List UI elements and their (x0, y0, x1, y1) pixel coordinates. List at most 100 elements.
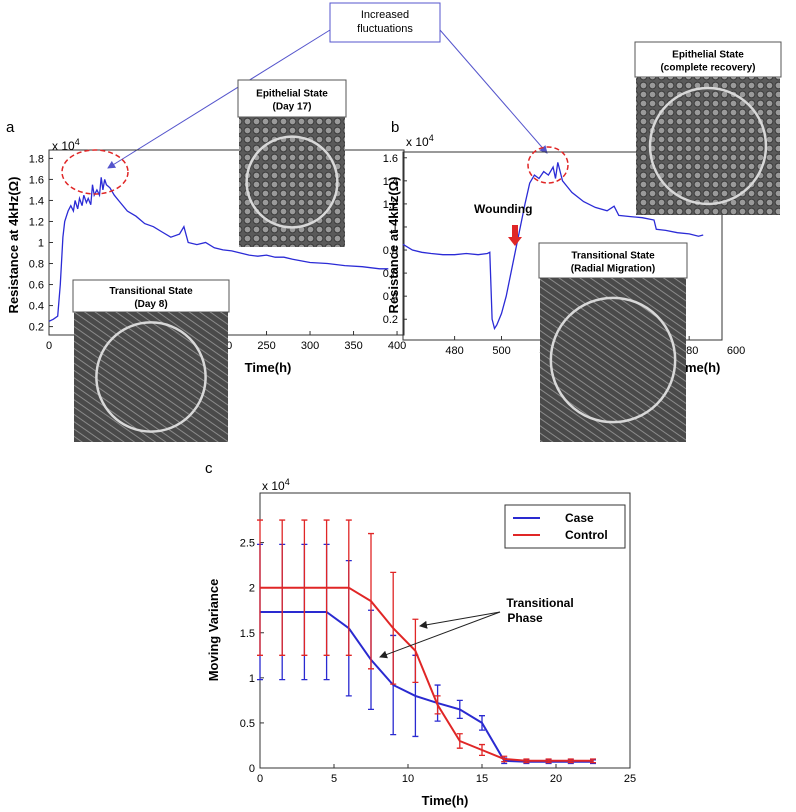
y-tick-label: 0 (249, 763, 255, 775)
inset-caption: (Radial Migration) (571, 264, 655, 275)
y-axis-label: Moving Variance (206, 579, 221, 682)
y-tick-label: 1.8 (29, 153, 44, 165)
annotation: Phase (507, 611, 543, 625)
inset-caption: (Day 8) (134, 299, 167, 310)
y-tick-label: 0.8 (29, 259, 44, 271)
y-tick-label: 1 (249, 673, 255, 685)
x-tick-label: 250 (257, 340, 275, 352)
y-multiplier: x 104 (52, 137, 80, 153)
error-bar (456, 699, 463, 720)
error-bar (501, 755, 508, 763)
legend-label: Case (565, 511, 594, 525)
error-bar (567, 758, 574, 764)
error-bar (412, 618, 419, 683)
error-bar (301, 519, 308, 656)
data-line (402, 162, 704, 331)
caption-box (634, 41, 782, 78)
error-bar (590, 758, 596, 764)
panel-label: b (391, 119, 399, 136)
y-tick-label: 0.8 (383, 245, 398, 257)
wound-arrow (508, 225, 522, 246)
x-tick-label: 300 (301, 340, 319, 352)
x-tick-label: 0 (46, 340, 52, 352)
y-tick-label: 0.5 (240, 718, 255, 730)
y-tick-label: 1.4 (383, 176, 398, 188)
x-tick-label: 350 (344, 340, 362, 352)
y-tick-label: 2.5 (240, 538, 255, 550)
inset-caption: (complete recovery) (660, 63, 755, 74)
y-tick-label: 1.5 (240, 628, 255, 640)
y-tick-label: 1.2 (383, 199, 398, 211)
multiplier-base: x 10 (52, 139, 75, 153)
y-tick-label: 1.6 (383, 153, 398, 165)
error-bar (279, 519, 286, 656)
y-tick-label: 1.2 (29, 216, 44, 228)
y-tick-label: 0.2 (383, 314, 398, 326)
error-bar (390, 571, 397, 685)
inset-caption: (Day 17) (273, 102, 312, 113)
x-tick-label: 20 (550, 773, 562, 785)
multiplier-exponent: 4 (75, 137, 80, 147)
y-tick-label: 0.4 (29, 301, 44, 313)
micrograph (636, 77, 780, 215)
annotation: Transitional (506, 596, 573, 610)
x-tick-label: 600 (727, 345, 745, 357)
multiplier-exponent: 4 (285, 477, 290, 487)
annotation-arrow (419, 611, 501, 629)
multiplier-base: x 10 (262, 479, 285, 493)
y-tick-label: 1 (392, 222, 398, 234)
legend-box (504, 504, 626, 549)
callout-arrow (107, 29, 331, 169)
error-bar (345, 519, 352, 656)
y-axis-label: Resistance at 4kHz(Ω) (386, 177, 401, 314)
inset-caption: Epithelial State (672, 50, 744, 61)
annotation-arrow (379, 611, 501, 659)
error-bar (368, 532, 374, 670)
x-axis-label: Time(h) (422, 793, 469, 808)
error-bar (545, 758, 552, 764)
series-line (260, 586, 593, 762)
y-axis-label: Resistance at 4kHz(Ω) (6, 177, 21, 314)
y-tick-label: 2 (249, 583, 255, 595)
legend-label: Control (565, 528, 608, 542)
x-tick-label: 500 (492, 345, 510, 357)
y-multiplier: x 104 (406, 133, 434, 149)
data-line (48, 177, 389, 322)
micrograph (239, 117, 345, 247)
error-bar (479, 743, 485, 757)
panel-label: c (205, 460, 213, 477)
x-tick-label: 25 (624, 773, 636, 785)
callout: Increased (361, 9, 409, 21)
micrograph (74, 312, 228, 442)
highlight-ellipse (61, 149, 129, 195)
y-tick-label: 0.6 (383, 268, 398, 280)
error-bar (523, 758, 530, 764)
y-tick-label: 0.4 (383, 291, 398, 303)
micrograph (540, 278, 686, 442)
y-multiplier: x 104 (262, 477, 290, 493)
micrograph-well (549, 296, 677, 424)
inset-caption: Transitional State (571, 251, 655, 262)
error-bar (479, 715, 485, 731)
callout-box (329, 2, 441, 43)
error-bar (257, 519, 263, 656)
y-tick-label: 0.6 (29, 280, 44, 292)
error-bar (323, 519, 330, 656)
series-line (260, 611, 593, 763)
y-tick-label: 1 (38, 238, 44, 250)
callout-arrow (439, 29, 548, 154)
error-bar (456, 733, 463, 749)
micrograph-well (648, 86, 768, 206)
y-tick-label: 0.2 (29, 322, 44, 334)
micrograph-well (95, 321, 207, 433)
x-tick-label: 5 (331, 773, 337, 785)
x-tick-label: 0 (257, 773, 263, 785)
multiplier-base: x 10 (406, 135, 429, 149)
x-axis-label: Time(h) (245, 360, 292, 375)
inset-caption: Epithelial State (256, 89, 328, 100)
y-tick-label: 1.4 (29, 195, 44, 207)
x-tick-label: 15 (476, 773, 488, 785)
multiplier-exponent: 4 (429, 133, 434, 143)
panel-label: a (6, 119, 15, 136)
